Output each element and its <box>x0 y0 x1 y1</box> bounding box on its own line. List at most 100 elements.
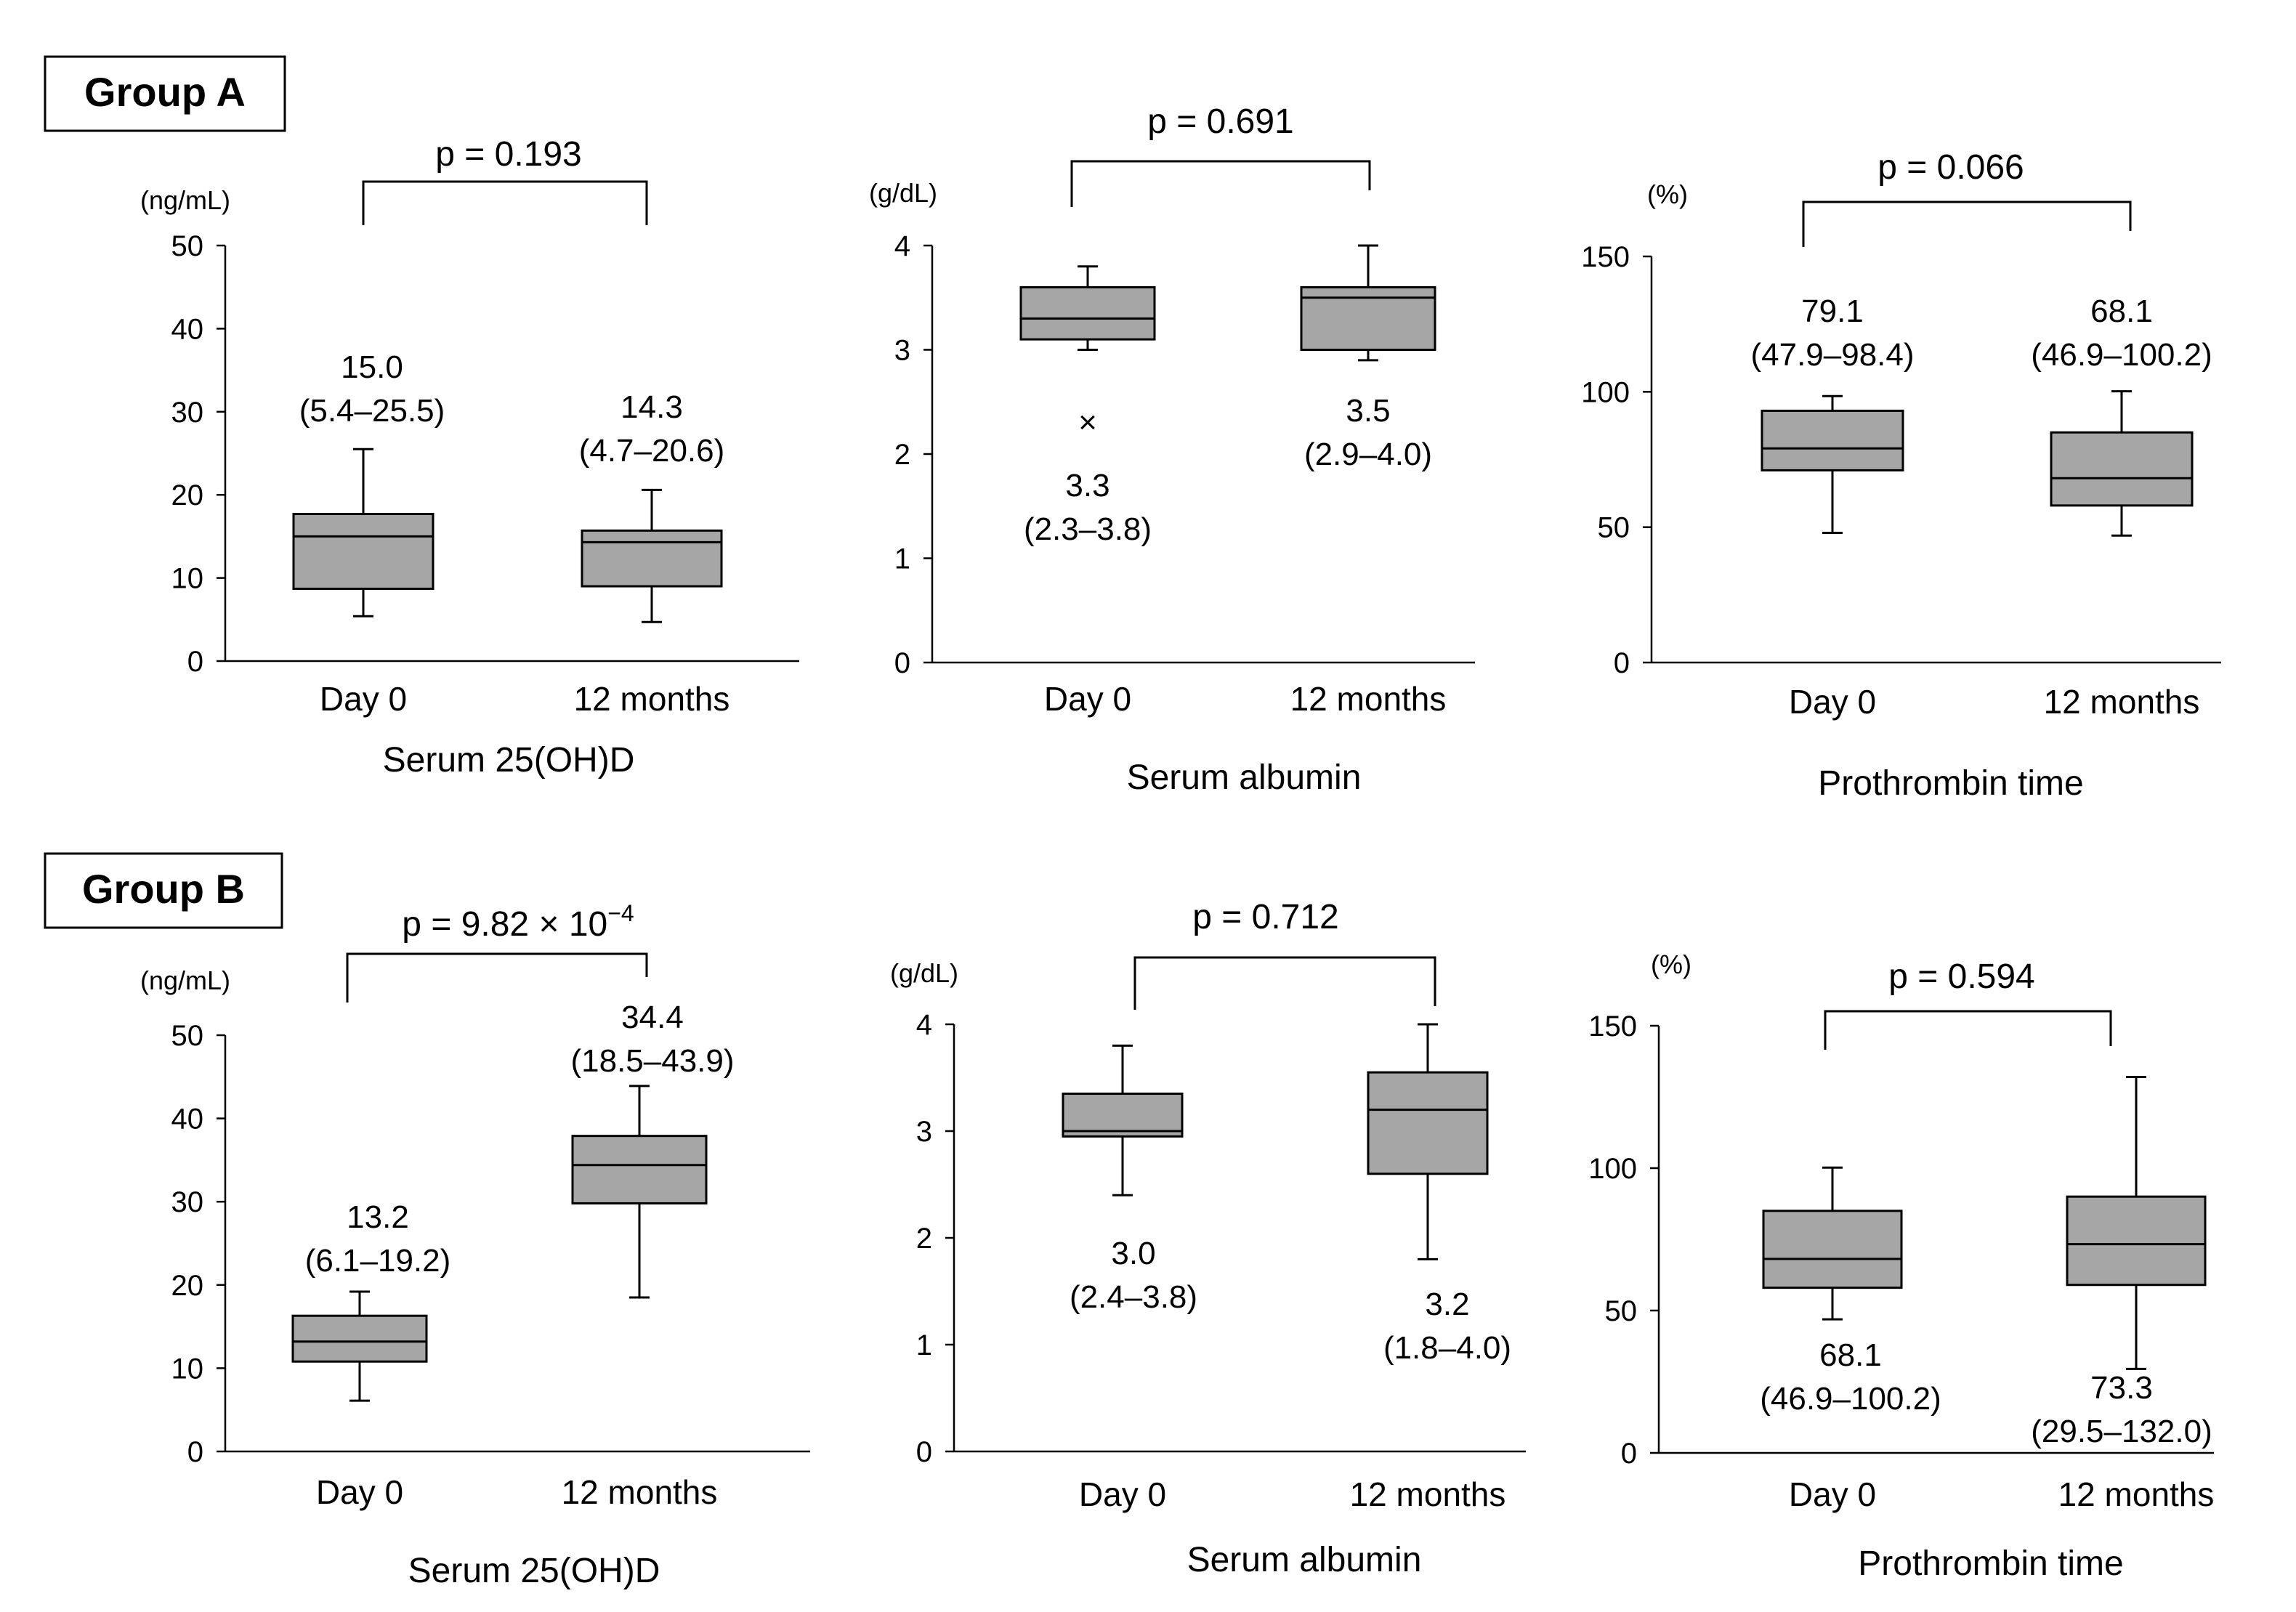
range-annotation: (2.4–3.8) <box>1070 1279 1197 1315</box>
box-iqr <box>2050 431 2194 507</box>
y-tick-label: 100 <box>1588 1153 1637 1185</box>
chart-title: Prothrombin time <box>1818 764 2083 803</box>
y-tick-label: 4 <box>916 1009 932 1041</box>
box-iqr <box>1062 1093 1184 1138</box>
p-value-label: p = 9.82 × 10−4 <box>402 900 634 944</box>
range-annotation: (29.5–132.0) <box>2031 1414 2212 1449</box>
y-tick-label: 40 <box>171 313 204 345</box>
y-tick-label: 50 <box>171 1020 204 1052</box>
x-category-label: Day 0 <box>1789 683 1876 721</box>
y-tick-label: 20 <box>171 479 204 511</box>
x-category-label: Day 0 <box>316 1473 403 1511</box>
x-category-label: 12 months <box>2044 683 2200 721</box>
box-iqr <box>292 513 434 590</box>
range-annotation: (2.3–3.8) <box>1024 511 1152 547</box>
significance-bracket <box>1133 956 1436 1010</box>
group-b-badge: Group B <box>44 852 283 929</box>
chart-title: Serum albumin <box>1187 1541 1422 1579</box>
p-value-exponent: −4 <box>607 900 634 926</box>
y-tick-label: 1 <box>894 543 910 575</box>
y-tick-label: 0 <box>1621 1438 1637 1470</box>
p-value-label: p = 0.691 <box>1147 102 1294 141</box>
x-category-label: Day 0 <box>1789 1475 1876 1513</box>
y-axis-unit: (g/dL) <box>890 958 958 988</box>
significance-bracket <box>362 180 648 225</box>
range-annotation: (2.9–4.0) <box>1304 437 1432 472</box>
chart-title: Serum albumin <box>1127 758 1362 797</box>
box-iqr <box>1762 1210 1903 1289</box>
x-category-label: 12 months <box>1350 1475 1506 1513</box>
range-annotation: (6.1–19.2) <box>305 1243 451 1279</box>
chart-title: Serum 25(OH)D <box>408 1552 660 1590</box>
chart-title: Prothrombin time <box>1858 1544 2123 1583</box>
median-annotation: 34.4 <box>621 1000 684 1035</box>
median-annotation: 3.2 <box>1425 1287 1469 1322</box>
p-value-label: p = 0.193 <box>435 135 582 174</box>
range-annotation: (1.8–4.0) <box>1383 1330 1511 1366</box>
chart-panel-1: 0 10 20 30 40 50 (ng/mL) Day 0 12 months Serum 25… <box>140 135 799 779</box>
y-tick-label: 3 <box>916 1116 932 1148</box>
group-b-label: Group B <box>82 866 245 912</box>
median-annotation: 3.0 <box>1111 1236 1155 1271</box>
chart-panel-6: 0 50 100 150 (%) Day 0 12 months Prothrombin ti… <box>1588 949 2214 1583</box>
median-annotation: 68.1 <box>1819 1337 1882 1373</box>
y-tick-label: 0 <box>1614 647 1630 679</box>
box-iqr <box>2066 1195 2207 1287</box>
x-category-label: 12 months <box>2058 1475 2215 1513</box>
y-tick-label: 0 <box>187 1436 203 1468</box>
y-tick-label: 30 <box>171 1186 204 1218</box>
y-tick-label: 150 <box>1588 1010 1637 1042</box>
median-annotation: 13.2 <box>347 1199 409 1235</box>
y-tick-label: 50 <box>1598 512 1630 544</box>
y-tick-label: 0 <box>894 647 910 679</box>
y-axis-unit: (ng/mL) <box>140 965 230 995</box>
median-annotation: 15.0 <box>341 349 403 385</box>
x-category-label: Day 0 <box>1044 680 1131 718</box>
chart-panel-4: 0 10 20 30 40 50 (ng/mL) Day 0 12 months Serum 25… <box>140 900 810 1590</box>
chart-panel-2: 0 1 2 3 4 (g/dL) Day 0 12 months Serum albumin × 3… <box>869 102 1475 797</box>
range-annotation: (18.5–43.9) <box>570 1043 734 1079</box>
group-a-badge: Group A <box>44 55 286 132</box>
range-annotation: (5.4–25.5) <box>299 393 445 429</box>
y-tick-label: 30 <box>171 397 204 429</box>
significance-bracket <box>1824 1010 2112 1050</box>
outlier-marker: × <box>1078 405 1097 440</box>
chart-title: Serum 25(OH)D <box>383 741 635 779</box>
median-annotation: 14.3 <box>621 389 683 425</box>
median-annotation: 79.1 <box>1801 293 1864 329</box>
significance-bracket <box>346 952 648 1003</box>
box-iqr <box>581 529 723 588</box>
y-tick-label: 3 <box>894 335 910 367</box>
y-axis-unit: (g/dL) <box>869 178 937 208</box>
box-iqr <box>1019 285 1156 341</box>
range-annotation: (46.9–100.2) <box>2031 337 2212 373</box>
chart-panel-3: 0 50 100 150 (%) Day 0 12 months Prothrombin ti… <box>1581 148 2221 803</box>
significance-bracket <box>1070 160 1371 207</box>
box-iqr <box>1367 1071 1489 1175</box>
x-category-label: Day 0 <box>1079 1475 1166 1513</box>
range-annotation: (46.9–100.2) <box>1760 1381 1941 1417</box>
x-category-label: 12 months <box>574 680 730 718</box>
p-value-label: p = 0.594 <box>1888 957 2035 996</box>
y-tick-label: 150 <box>1581 241 1630 273</box>
box-iqr <box>291 1314 428 1363</box>
y-axis-unit: (ng/mL) <box>140 185 230 215</box>
y-tick-label: 10 <box>171 563 204 595</box>
group-a-label: Group A <box>84 69 246 115</box>
y-axis-unit: (%) <box>1647 179 1688 209</box>
y-tick-label: 2 <box>916 1223 932 1255</box>
median-annotation: 3.5 <box>1346 393 1390 429</box>
y-axis-unit: (%) <box>1651 949 1691 979</box>
y-tick-label: 4 <box>894 230 910 262</box>
y-tick-label: 10 <box>171 1353 204 1385</box>
x-category-label: Day 0 <box>320 680 407 718</box>
y-tick-label: 1 <box>916 1329 932 1361</box>
y-tick-label: 50 <box>171 230 204 262</box>
y-tick-label: 0 <box>916 1436 932 1468</box>
median-annotation: 3.3 <box>1065 468 1109 503</box>
x-category-label: 12 months <box>562 1473 718 1511</box>
y-tick-label: 2 <box>894 439 910 471</box>
significance-bracket <box>1802 201 2132 247</box>
y-tick-label: 40 <box>171 1103 204 1135</box>
